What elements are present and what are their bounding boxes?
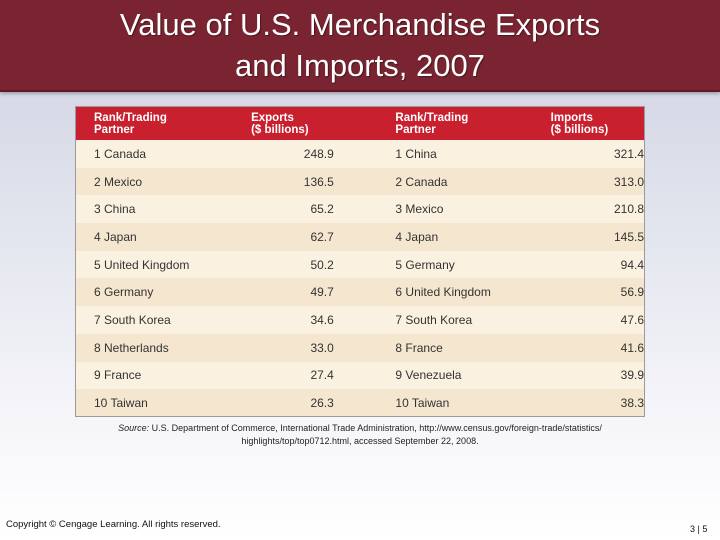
imports-value-cell: 321.4 [613, 146, 644, 161]
imports-value-cell: 94.4 [620, 257, 644, 272]
slide-title-line-1: Value of U.S. Merchandise Exports [119, 7, 601, 42]
imports-value-cell: 313.0 [613, 174, 644, 189]
table-row: 6 Germany 49.7 6 United Kingdom 56.9 [76, 278, 644, 307]
header-exports-value-line-1: Exports [251, 111, 294, 124]
exports-partner-cell: 5 United Kingdom [94, 257, 190, 272]
header-imports-partner-line-1: Rank/Trading [395, 111, 469, 124]
imports-partner-cell: 4 Japan [395, 229, 439, 244]
table-body: 1 Canada 248.9 1 China 321.4 2 Mexico 13… [76, 140, 644, 416]
source-text-line-1: U.S. Department of Commerce, Internation… [151, 423, 602, 433]
source-label: Source: [118, 423, 150, 433]
imports-value-cell: 39.9 [620, 368, 644, 383]
imports-partner-cell: 3 Mexico [395, 202, 444, 217]
exports-value-cell: 65.2 [310, 202, 334, 217]
exports-partner-cell: 9 France [94, 368, 142, 383]
table-row: 9 France 27.4 9 Venezuela 39.9 [76, 361, 644, 390]
table-header-row: Rank/Trading Partner Exports ($ billions… [76, 107, 644, 140]
table-row: 4 Japan 62.7 4 Japan 145.5 [76, 223, 644, 251]
slide-title-line-2: and Imports, 2007 [235, 48, 485, 83]
copyright-notice: Copyright © Cengage Learning. All rights… [6, 519, 221, 530]
imports-partner-cell: 5 Germany [395, 257, 455, 272]
source-note: Source: U.S. Department of Commerce, Int… [75, 422, 645, 448]
exports-partner-cell: 4 Japan [94, 229, 137, 244]
imports-partner-cell: 2 Canada [395, 174, 448, 189]
spacer-cell [334, 195, 396, 223]
spacer-cell [334, 362, 396, 390]
header-spacer [334, 107, 396, 140]
header-imports-partner-line-2: Partner [395, 123, 436, 136]
header-imports-value-line-2: ($ billions) [550, 123, 609, 136]
header-imports-partner: Rank/Trading Partner [395, 107, 518, 140]
spacer-cell [334, 251, 396, 279]
header-imports-value: Imports ($ billions) [519, 107, 644, 140]
imports-value-cell: 41.6 [620, 340, 644, 355]
table-row: 10 Taiwan 26.3 10 Taiwan 38.3 [76, 389, 644, 416]
exports-value-cell: 27.4 [310, 368, 334, 383]
spacer-cell [334, 389, 396, 416]
spacer-cell [334, 140, 396, 168]
imports-value-cell: 56.9 [620, 285, 644, 300]
table-row: 2 Mexico 136.5 2 Canada 313.0 [76, 167, 644, 196]
table-row: 3 China 65.2 3 Mexico 210.8 [76, 195, 644, 224]
exports-value-cell: 26.3 [310, 396, 334, 411]
header-exports-partner-line-1: Rank/Trading [94, 111, 167, 124]
spacer-cell [334, 278, 396, 306]
exports-partner-cell: 7 South Korea [94, 312, 171, 327]
exports-value-cell: 62.7 [310, 229, 334, 244]
header-exports-partner-line-2: Partner [94, 123, 135, 136]
spacer-cell [334, 168, 396, 196]
slide-title: Value of U.S. Merchandise Exports and Im… [120, 4, 600, 86]
page-number: 3 | 5 [690, 524, 708, 534]
table-row: 5 United Kingdom 50.2 5 Germany 94.4 [76, 250, 644, 279]
exports-value-cell: 136.5 [303, 174, 334, 189]
exports-partner-cell: 2 Mexico [94, 174, 143, 189]
exports-partner-cell: 10 Taiwan [94, 396, 148, 411]
table-row: 8 Netherlands 33.0 8 France 41.6 [76, 333, 644, 362]
table-row: 7 South Korea 34.6 7 South Korea 47.6 [76, 306, 644, 334]
imports-value-cell: 210.8 [613, 202, 644, 217]
title-bar: Value of U.S. Merchandise Exports and Im… [0, 0, 720, 92]
source-text-line-2: highlights/top/top0712.html, accessed Se… [241, 436, 479, 446]
header-imports-value-line-1: Imports [550, 111, 593, 124]
spacer-cell [334, 306, 396, 334]
imports-partner-cell: 6 United Kingdom [395, 285, 491, 300]
imports-partner-cell: 8 France [395, 340, 443, 355]
table-header: Rank/Trading Partner Exports ($ billions… [76, 107, 644, 140]
exports-value-cell: 248.9 [303, 146, 334, 161]
trade-table: Rank/Trading Partner Exports ($ billions… [76, 107, 644, 416]
exports-value-cell: 34.6 [310, 312, 334, 327]
imports-partner-cell: 7 South Korea [395, 312, 473, 327]
exports-value-cell: 50.2 [310, 257, 334, 272]
header-exports-value: Exports ($ billions) [231, 107, 334, 140]
exports-partner-cell: 1 Canada [94, 146, 147, 161]
exports-value-cell: 49.7 [310, 285, 334, 300]
imports-partner-cell: 9 Venezuela [395, 368, 462, 383]
header-exports-partner: Rank/Trading Partner [76, 107, 231, 140]
table-row: 1 Canada 248.9 1 China 321.4 [76, 140, 644, 168]
imports-partner-cell: 10 Taiwan [395, 396, 450, 411]
spacer-cell [334, 334, 396, 362]
header-exports-value-line-2: ($ billions) [251, 123, 309, 136]
imports-value-cell: 145.5 [613, 229, 644, 244]
exports-partner-cell: 8 Netherlands [94, 340, 169, 355]
exports-partner-cell: 3 China [94, 202, 136, 217]
imports-partner-cell: 1 China [395, 146, 437, 161]
trade-table-frame: Rank/Trading Partner Exports ($ billions… [75, 106, 645, 417]
exports-partner-cell: 6 Germany [94, 285, 154, 300]
spacer-cell [334, 223, 396, 251]
exports-value-cell: 33.0 [310, 340, 334, 355]
imports-value-cell: 47.6 [620, 312, 644, 327]
imports-value-cell: 38.3 [620, 396, 644, 411]
